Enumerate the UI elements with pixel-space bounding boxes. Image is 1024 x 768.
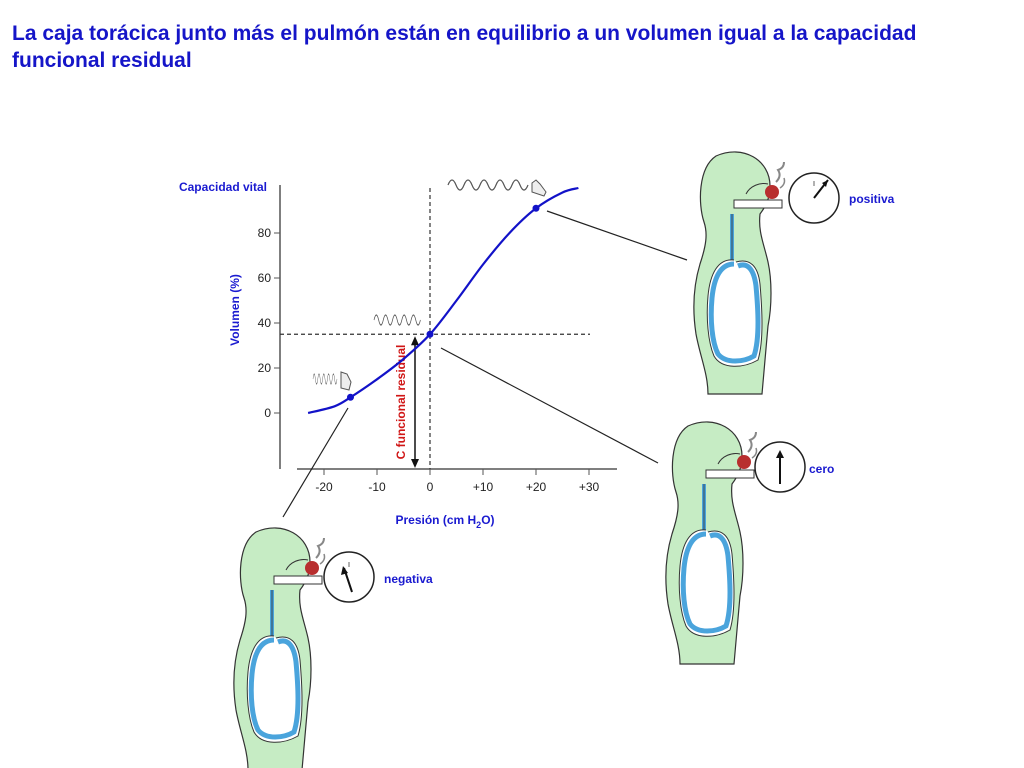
- gauge-positive: [788, 172, 840, 224]
- panel-negative: negativa: [234, 528, 433, 768]
- curve-point: [347, 393, 354, 401]
- panel-zero: cero: [666, 422, 834, 664]
- person-zero-illustration: [666, 422, 757, 664]
- y-ticks: 0 20 40 60 80: [258, 226, 280, 420]
- x-tick-label: +20: [526, 480, 547, 494]
- connector-negative: [282, 407, 349, 518]
- x-tick-label: +10: [473, 480, 494, 494]
- connector-zero: [440, 347, 659, 464]
- page-title: La caja torácica junto más el pulmón est…: [12, 22, 917, 72]
- x-tick-label: 0: [427, 480, 434, 494]
- frc-arrow-head-bottom: [411, 459, 419, 468]
- gauge-negative: [323, 551, 375, 603]
- connector-positive: [546, 210, 688, 261]
- frc-arrow-head-top: [411, 336, 419, 346]
- person-negative-illustration: [234, 528, 325, 768]
- y-tick-label: 0: [264, 406, 271, 420]
- y-axis-label: Volumen (%): [228, 274, 242, 346]
- person-positive-illustration: [694, 152, 785, 394]
- x-axis-label-end: O): [481, 513, 494, 527]
- spring-compressed-icon: [312, 371, 352, 391]
- curve-point: [426, 330, 434, 338]
- curve-point: [532, 204, 540, 212]
- x-axis-label-sub: 2: [476, 520, 481, 530]
- y-tick-label: 40: [258, 316, 272, 330]
- x-axis-label: Presión (cm H2O): [395, 513, 494, 530]
- y-tick-label: 60: [258, 271, 272, 285]
- y-tick-label: 20: [258, 361, 272, 375]
- gauge-zero: [754, 441, 806, 493]
- x-tick-label: +30: [579, 480, 600, 494]
- x-tick-label: -10: [368, 480, 386, 494]
- spring-stretched-icon: [447, 179, 547, 197]
- y-top-label: Capacidad vital: [179, 180, 267, 194]
- panel-positive: positiva: [694, 152, 895, 394]
- x-ticks: -20 -10 0 +10 +20 +30: [315, 469, 600, 494]
- zero-label: cero: [809, 462, 834, 476]
- x-tick-label: -20: [315, 480, 333, 494]
- spring-resting-icon: [373, 314, 421, 326]
- positive-label: positiva: [849, 192, 895, 206]
- curve-points: [347, 204, 540, 401]
- frc-label: C funcional residual: [394, 345, 408, 460]
- x-axis-label-main: Presión (cm H: [395, 513, 476, 527]
- y-tick-label: 80: [258, 226, 272, 240]
- negative-label: negativa: [384, 572, 433, 586]
